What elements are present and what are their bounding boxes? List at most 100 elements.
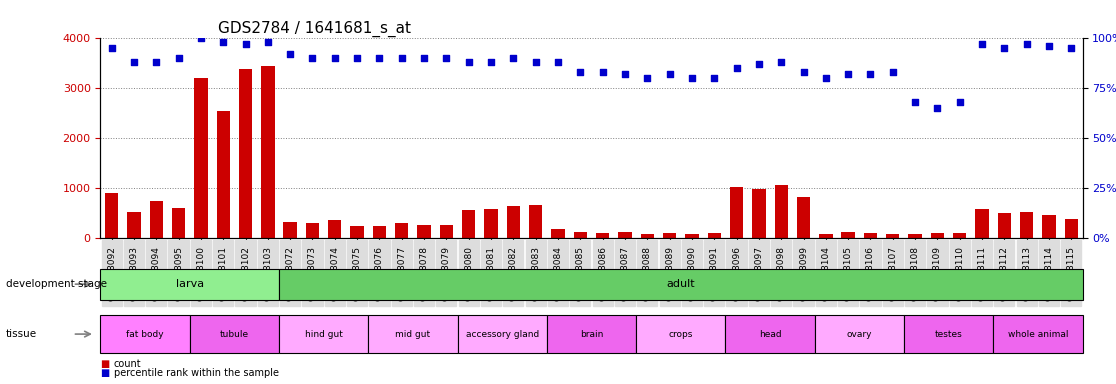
- Point: [750, 61, 768, 68]
- Bar: [641, 234, 654, 238]
- Point: [170, 55, 187, 61]
- Bar: [752, 189, 766, 238]
- Bar: [328, 220, 341, 238]
- Point: [973, 41, 991, 48]
- Point: [884, 69, 902, 75]
- Bar: [841, 232, 855, 238]
- Point: [995, 45, 1013, 51]
- Point: [638, 75, 656, 81]
- Text: crops: crops: [668, 329, 693, 339]
- Bar: [1042, 215, 1056, 238]
- Text: accessory gland: accessory gland: [465, 329, 539, 339]
- Text: count: count: [114, 359, 142, 369]
- Bar: [998, 213, 1011, 238]
- Text: brain: brain: [580, 329, 603, 339]
- Bar: [819, 234, 833, 238]
- Point: [326, 55, 344, 61]
- Bar: [953, 233, 966, 238]
- Text: percentile rank within the sample: percentile rank within the sample: [114, 368, 279, 378]
- Bar: [172, 208, 185, 238]
- Bar: [931, 233, 944, 238]
- Point: [1040, 43, 1058, 50]
- Point: [728, 65, 745, 71]
- Point: [147, 59, 165, 65]
- Point: [304, 55, 321, 61]
- Bar: [350, 226, 364, 238]
- Text: head: head: [759, 329, 781, 339]
- Point: [437, 55, 455, 61]
- Bar: [708, 233, 721, 238]
- Bar: [574, 232, 587, 238]
- Text: fat body: fat body: [126, 329, 164, 339]
- Text: ■: ■: [100, 359, 109, 369]
- Bar: [484, 209, 498, 238]
- Text: larva: larva: [175, 279, 204, 289]
- Bar: [417, 225, 431, 238]
- Point: [460, 59, 478, 65]
- Point: [125, 59, 143, 65]
- Point: [795, 69, 812, 75]
- Point: [683, 75, 701, 81]
- Bar: [1065, 219, 1078, 238]
- Point: [281, 51, 299, 58]
- Point: [549, 59, 567, 65]
- Bar: [440, 225, 453, 238]
- Text: testes: testes: [935, 329, 962, 339]
- Bar: [127, 212, 141, 238]
- Point: [371, 55, 388, 61]
- Bar: [261, 66, 275, 238]
- Text: GDS2784 / 1641681_s_at: GDS2784 / 1641681_s_at: [219, 21, 412, 37]
- Point: [862, 71, 879, 78]
- Point: [393, 55, 411, 61]
- Bar: [306, 223, 319, 238]
- Bar: [596, 233, 609, 238]
- Bar: [529, 205, 542, 238]
- Text: tissue: tissue: [6, 329, 37, 339]
- Bar: [217, 111, 230, 238]
- Bar: [775, 185, 788, 238]
- Bar: [194, 78, 208, 238]
- Point: [571, 69, 589, 75]
- Point: [616, 71, 634, 78]
- Point: [817, 75, 835, 81]
- Bar: [373, 226, 386, 238]
- Bar: [663, 233, 676, 238]
- Point: [661, 71, 679, 78]
- Point: [103, 45, 121, 51]
- Bar: [886, 233, 899, 238]
- Bar: [730, 187, 743, 238]
- Text: mid gut: mid gut: [395, 329, 431, 339]
- Bar: [797, 197, 810, 238]
- Bar: [975, 209, 989, 238]
- Point: [214, 39, 232, 45]
- Point: [951, 99, 969, 105]
- Point: [192, 35, 210, 41]
- Point: [1018, 41, 1036, 48]
- Bar: [551, 228, 565, 238]
- Bar: [150, 200, 163, 238]
- Point: [705, 75, 723, 81]
- Text: adult: adult: [666, 279, 695, 289]
- Bar: [105, 193, 118, 238]
- Text: whole animal: whole animal: [1008, 329, 1068, 339]
- Point: [839, 71, 857, 78]
- Point: [772, 59, 790, 65]
- Bar: [395, 223, 408, 238]
- Bar: [239, 70, 252, 238]
- Bar: [507, 206, 520, 238]
- Bar: [864, 233, 877, 238]
- Point: [906, 99, 924, 105]
- Bar: [1020, 212, 1033, 238]
- Point: [594, 69, 612, 75]
- Point: [237, 41, 254, 48]
- Point: [527, 59, 545, 65]
- Bar: [618, 232, 632, 238]
- Text: development stage: development stage: [6, 279, 107, 289]
- Point: [504, 55, 522, 61]
- Point: [259, 39, 277, 45]
- Text: tubule: tubule: [220, 329, 249, 339]
- Point: [929, 105, 946, 111]
- Bar: [462, 210, 475, 238]
- Text: hind gut: hind gut: [305, 329, 343, 339]
- Text: ovary: ovary: [847, 329, 872, 339]
